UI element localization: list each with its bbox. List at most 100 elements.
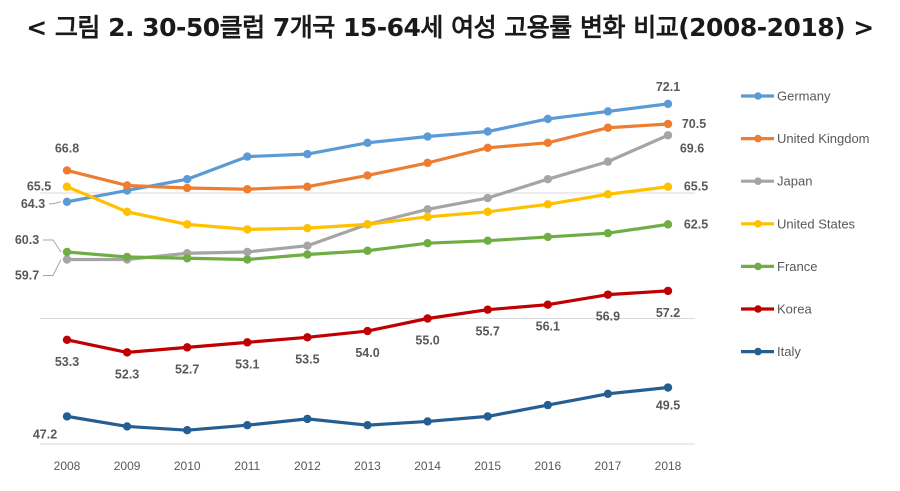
data-label: 49.5 <box>656 399 680 413</box>
data-point <box>363 138 372 147</box>
legend-marker <box>754 134 762 143</box>
data-point <box>363 420 372 430</box>
data-point <box>303 333 312 342</box>
series-korea: 53.3 52.3 52.7 53.1 53.5 54.0 55.0 55.7 56.1 56.9… <box>55 286 680 381</box>
legend-marker <box>754 347 762 356</box>
data-point <box>122 207 132 217</box>
legend-label: Italy <box>777 344 801 359</box>
data-point <box>423 212 432 222</box>
data-point <box>62 412 72 421</box>
data-label: 69.6 <box>680 141 704 155</box>
data-label: 55.0 <box>415 334 439 348</box>
x-tick-label: 2009 <box>114 459 141 473</box>
data-point <box>663 383 673 392</box>
data-label: 52.7 <box>175 362 199 376</box>
data-point <box>603 123 613 132</box>
series-line <box>66 289 669 354</box>
legend-item: Korea <box>741 302 812 317</box>
data-label: 56.1 <box>536 320 560 334</box>
data-point <box>183 220 192 229</box>
leader-line <box>49 201 62 205</box>
data-point <box>543 300 552 309</box>
legend-label: United States <box>777 216 856 231</box>
data-point <box>483 193 492 203</box>
legend-marker <box>754 177 762 185</box>
data-point <box>303 223 312 233</box>
data-point <box>483 236 492 245</box>
chart-title: < 그림 2. 30-50클럽 7개국 15-64세 여성 고용률 변화 비교(… <box>26 13 874 42</box>
data-point <box>423 158 432 168</box>
x-tick-label: 2015 <box>474 459 501 473</box>
data-point <box>303 414 312 424</box>
data-point <box>423 314 432 323</box>
data-point <box>423 205 432 214</box>
data-point <box>122 348 132 357</box>
series-italy: 47.2 49.5 <box>33 383 680 441</box>
x-tick-label: 2012 <box>294 459 321 473</box>
data-point <box>603 107 613 116</box>
data-point <box>243 338 252 347</box>
series-germany: 64.3 72.1 <box>21 80 680 211</box>
data-point <box>483 127 492 136</box>
data-label: 53.5 <box>295 352 319 366</box>
data-label: 64.3 <box>21 197 45 211</box>
data-point <box>483 143 492 153</box>
legend-marker <box>754 220 762 228</box>
leader-line <box>43 239 62 253</box>
data-label: 60.3 <box>15 233 39 247</box>
data-point <box>62 182 72 191</box>
data-point <box>543 138 552 147</box>
data-point <box>62 255 72 264</box>
series-united-kingdom: 66.8 70.5 <box>55 117 706 194</box>
series-line <box>67 133 669 262</box>
legend-marker <box>754 305 762 313</box>
data-point <box>183 343 192 352</box>
legend-item: United States <box>741 216 856 231</box>
legend-marker <box>754 92 762 100</box>
data-label: 47.2 <box>33 427 57 441</box>
data-label: 54.0 <box>355 346 379 360</box>
data-point <box>543 232 552 242</box>
data-point <box>483 207 492 217</box>
data-point <box>303 250 312 259</box>
data-point <box>423 417 432 426</box>
data-point <box>543 114 552 124</box>
legend-label: United Kingdom <box>777 131 870 146</box>
data-point <box>483 305 492 314</box>
data-point <box>663 286 673 296</box>
data-point <box>62 197 72 206</box>
x-tick-label: 2013 <box>354 459 381 473</box>
data-label: 59.7 <box>15 269 39 283</box>
data-point <box>62 335 72 345</box>
data-point <box>423 132 432 141</box>
legend-item: Japan <box>741 174 812 189</box>
data-label: 65.5 <box>684 180 708 194</box>
data-point <box>243 185 252 194</box>
legend-item: United Kingdom <box>741 131 870 146</box>
data-point <box>243 255 252 264</box>
data-point <box>663 182 673 191</box>
data-label: 53.1 <box>235 357 259 371</box>
x-tick-label: 2018 <box>655 459 682 473</box>
data-point <box>603 290 613 299</box>
x-tick-label: 2008 <box>54 459 81 473</box>
data-point <box>303 241 312 250</box>
data-point <box>303 149 312 159</box>
data-point <box>122 252 132 262</box>
data-point <box>363 171 372 180</box>
data-point <box>183 254 192 263</box>
data-point <box>243 152 252 161</box>
data-point <box>183 183 192 193</box>
data-point <box>543 200 552 209</box>
leader-line <box>43 259 62 277</box>
series-united-states: 65.5 65.5 <box>27 180 708 234</box>
data-point <box>243 225 252 234</box>
data-point <box>363 246 372 255</box>
legend-item: France <box>741 259 817 274</box>
data-point <box>663 220 673 229</box>
data-label: 72.1 <box>656 80 680 94</box>
data-point <box>603 157 613 166</box>
data-point <box>243 247 252 257</box>
data-label: 56.9 <box>596 310 620 324</box>
